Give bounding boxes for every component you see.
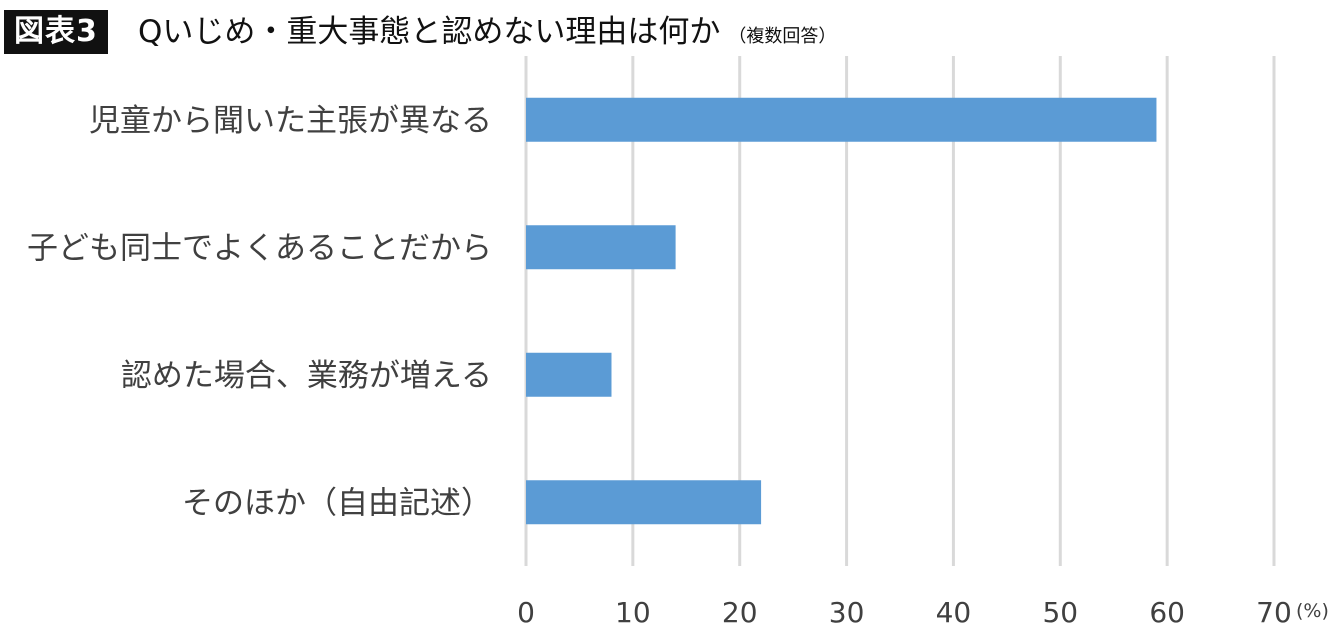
unit-label: (%) <box>1296 600 1329 622</box>
bar-3 <box>526 480 762 525</box>
chart-title-text: Qいじめ・重大事態と認めない理由は何か <box>138 14 721 50</box>
tick-label-10: 10 <box>615 596 651 629</box>
tick-label-70: 70 <box>1256 596 1292 629</box>
tick-label-60: 60 <box>1149 596 1185 629</box>
tick-label-20: 20 <box>722 596 758 629</box>
tick-label-40: 40 <box>936 596 972 629</box>
bar-2 <box>526 352 612 397</box>
category-label-0: 児童から聞いた主張が異なる <box>89 103 492 139</box>
tick-labels: 0 10 20 30 40 50 60 70 <box>517 596 1292 629</box>
bar-0 <box>526 97 1157 142</box>
chart-title: Qいじめ・重大事態と認めない理由は何か （複数回答） <box>138 12 836 57</box>
category-label-2: 認めた場合、業務が増える <box>121 358 492 394</box>
chart-header: 図表3 Qいじめ・重大事態と認めない理由は何か （複数回答） <box>0 0 1340 60</box>
bars <box>526 97 1157 525</box>
category-label-1: 子ども同士でよくあることだから <box>27 230 492 266</box>
category-label-3: そのほか（自由記述） <box>182 485 492 521</box>
tick-label-0: 0 <box>517 596 535 629</box>
tick-label-30: 30 <box>829 596 865 629</box>
tick-label-50: 50 <box>1042 596 1078 629</box>
figure-badge: 図表3 <box>4 10 108 54</box>
category-labels: 児童から聞いた主張が異なる子ども同士でよくあることだから認めた場合、業務が増える… <box>27 103 492 522</box>
bar-1 <box>526 225 676 270</box>
chart-title-note: （複数回答） <box>728 26 837 47</box>
